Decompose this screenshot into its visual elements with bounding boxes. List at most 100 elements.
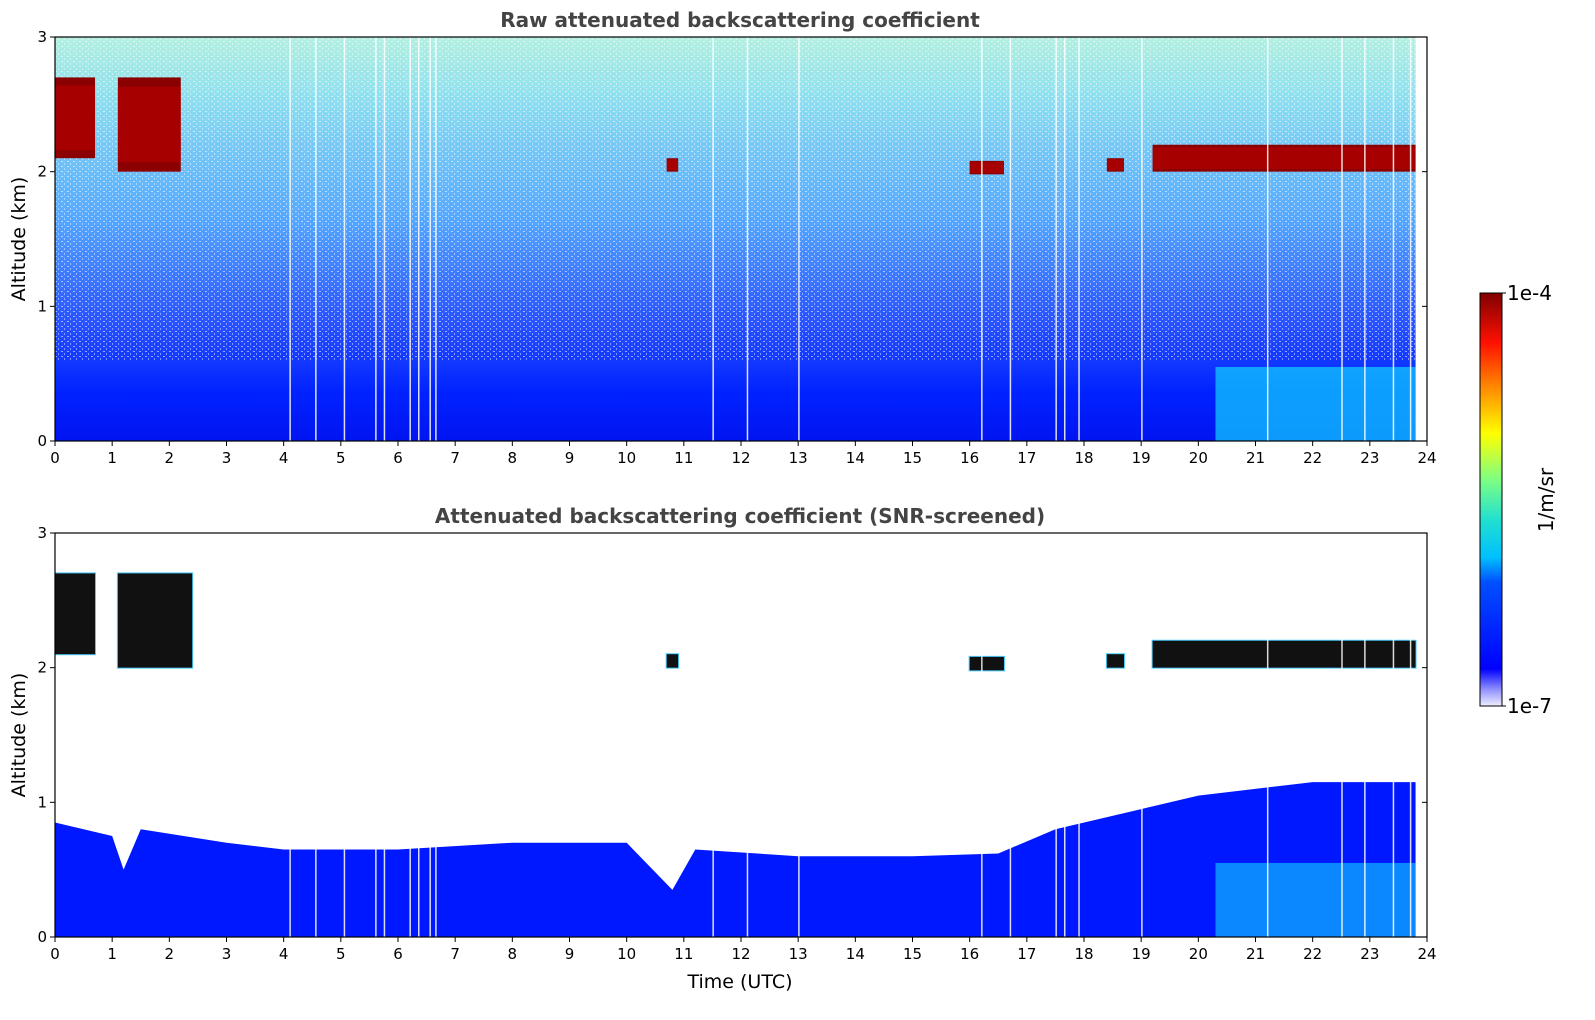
x-tick-label: 22 <box>1303 449 1322 467</box>
panel-title: Raw attenuated backscattering coefficien… <box>500 8 980 32</box>
x-tick-label: 7 <box>450 945 460 963</box>
x-tick-label: 19 <box>1132 449 1151 467</box>
x-tick-label: 5 <box>336 449 346 467</box>
x-tick-label: 5 <box>336 945 346 963</box>
heatmap-features <box>55 37 1416 441</box>
x-tick-label: 21 <box>1246 449 1265 467</box>
cloud-inner <box>1152 147 1416 169</box>
data-gap-stripe <box>1266 37 1269 441</box>
data-gap-stripe <box>1409 37 1412 441</box>
x-tick-label: 8 <box>508 945 518 963</box>
x-tick-label: 17 <box>1017 945 1036 963</box>
boundary-layer-area <box>55 782 1416 937</box>
y-tick-label: 2 <box>37 163 47 181</box>
x-tick-label: 7 <box>450 449 460 467</box>
cloud-inner <box>55 85 96 151</box>
x-tick-label: 3 <box>222 449 232 467</box>
data-gap-stripe <box>981 533 983 937</box>
cloud-layer <box>1152 144 1416 172</box>
data-gap-stripe <box>418 533 420 937</box>
data-gap-stripe <box>289 37 291 441</box>
data-gap-stripe <box>383 533 386 937</box>
x-axis-ticks: 0 1 2 3 4 5 6 7 8 9 10 11 12 13 14 15 16 17 18 19 20 21 22 23 24 <box>50 937 1437 963</box>
x-tick-label: 24 <box>1417 449 1436 467</box>
data-gap-stripe <box>1364 37 1366 441</box>
x-tick-label: 6 <box>393 449 403 467</box>
y-tick-label: 1 <box>37 297 47 315</box>
x-tick-label: 9 <box>565 449 575 467</box>
data-gap-stripe <box>1141 533 1143 937</box>
cloud-layer <box>117 77 181 172</box>
cloud-core <box>1152 640 1416 668</box>
colorbar: 1e-4 1e-7 1/m/sr <box>1479 281 1558 718</box>
cloud-core <box>55 573 96 655</box>
data-gap-stripe <box>981 37 983 441</box>
y-tick-label: 0 <box>37 432 47 450</box>
x-tick-label: 9 <box>565 945 575 963</box>
data-gap-stripe <box>1392 533 1395 937</box>
raw-backscatter-panel: Raw attenuated backscattering coefficien… <box>8 8 1437 467</box>
heatmap-noise <box>55 37 1416 361</box>
x-tick-label: 15 <box>903 449 922 467</box>
data-gap-stripe <box>429 533 431 937</box>
x-tick-label: 13 <box>789 945 808 963</box>
x-tick-label: 10 <box>617 945 636 963</box>
cloud-core <box>117 573 193 668</box>
x-tick-label: 19 <box>1132 945 1151 963</box>
data-gap-stripe <box>343 533 346 937</box>
x-tick-label: 13 <box>789 449 808 467</box>
cloud-layer <box>969 160 1004 175</box>
data-gap-stripe <box>1063 37 1066 441</box>
data-gap-stripe <box>712 37 714 441</box>
data-gap-stripe <box>1364 533 1366 937</box>
colorbar-gradient <box>1479 292 1503 707</box>
x-tick-label: 12 <box>731 449 750 467</box>
data-gap-stripe <box>289 533 291 937</box>
x-tick-label: 1 <box>107 945 117 963</box>
x-tick-label: 3 <box>222 945 232 963</box>
data-gap-stripe <box>315 37 317 441</box>
x-tick-label: 16 <box>960 449 979 467</box>
cloud-layer <box>1151 639 1417 669</box>
cloud-core <box>1106 654 1125 668</box>
cloud-inner <box>969 162 1004 174</box>
panel-title: Attenuated backscattering coefficient (S… <box>435 504 1045 528</box>
x-tick-label: 1 <box>107 449 117 467</box>
heatmap-features <box>55 533 1417 937</box>
x-tick-label: 22 <box>1303 945 1322 963</box>
data-gap-stripe <box>343 37 346 441</box>
y-tick-label: 0 <box>37 928 47 946</box>
x-tick-label: 23 <box>1360 945 1379 963</box>
data-gap-stripe <box>409 533 411 937</box>
x-axis-ticks: 0 1 2 3 4 5 6 7 8 9 10 11 12 13 14 15 16 17 18 19 20 21 22 23 24 <box>50 441 1437 467</box>
data-gap-stripe <box>1055 533 1057 937</box>
data-gap-stripe <box>435 37 437 441</box>
data-gap-stripe <box>798 37 800 441</box>
x-tick-label: 10 <box>617 449 636 467</box>
y-tick-label: 3 <box>37 524 47 542</box>
cloud-inner <box>117 86 181 163</box>
x-tick-label: 0 <box>50 449 60 467</box>
x-tick-label: 4 <box>279 449 289 467</box>
x-tick-label: 2 <box>165 449 175 467</box>
x-tick-label: 20 <box>1189 945 1208 963</box>
cloud-core <box>666 654 679 668</box>
x-tick-label: 24 <box>1417 945 1436 963</box>
data-gap-stripe <box>315 533 317 937</box>
cloud-inner <box>1106 159 1125 171</box>
data-gap-stripe <box>429 37 431 441</box>
data-gap-stripe <box>1341 533 1343 937</box>
cloud-layer <box>1105 653 1126 669</box>
x-tick-label: 18 <box>1074 449 1093 467</box>
data-gap-stripe <box>1009 533 1012 937</box>
x-tick-label: 17 <box>1017 449 1036 467</box>
x-tick-label: 20 <box>1189 449 1208 467</box>
data-gap-stripe <box>1409 533 1412 937</box>
data-gap-stripe <box>798 533 800 937</box>
cloud-layer <box>55 572 97 656</box>
data-gap-stripe <box>418 37 420 441</box>
cloud-layer <box>666 158 679 172</box>
x-tick-label: 2 <box>165 945 175 963</box>
cloud-layer <box>968 655 1005 672</box>
